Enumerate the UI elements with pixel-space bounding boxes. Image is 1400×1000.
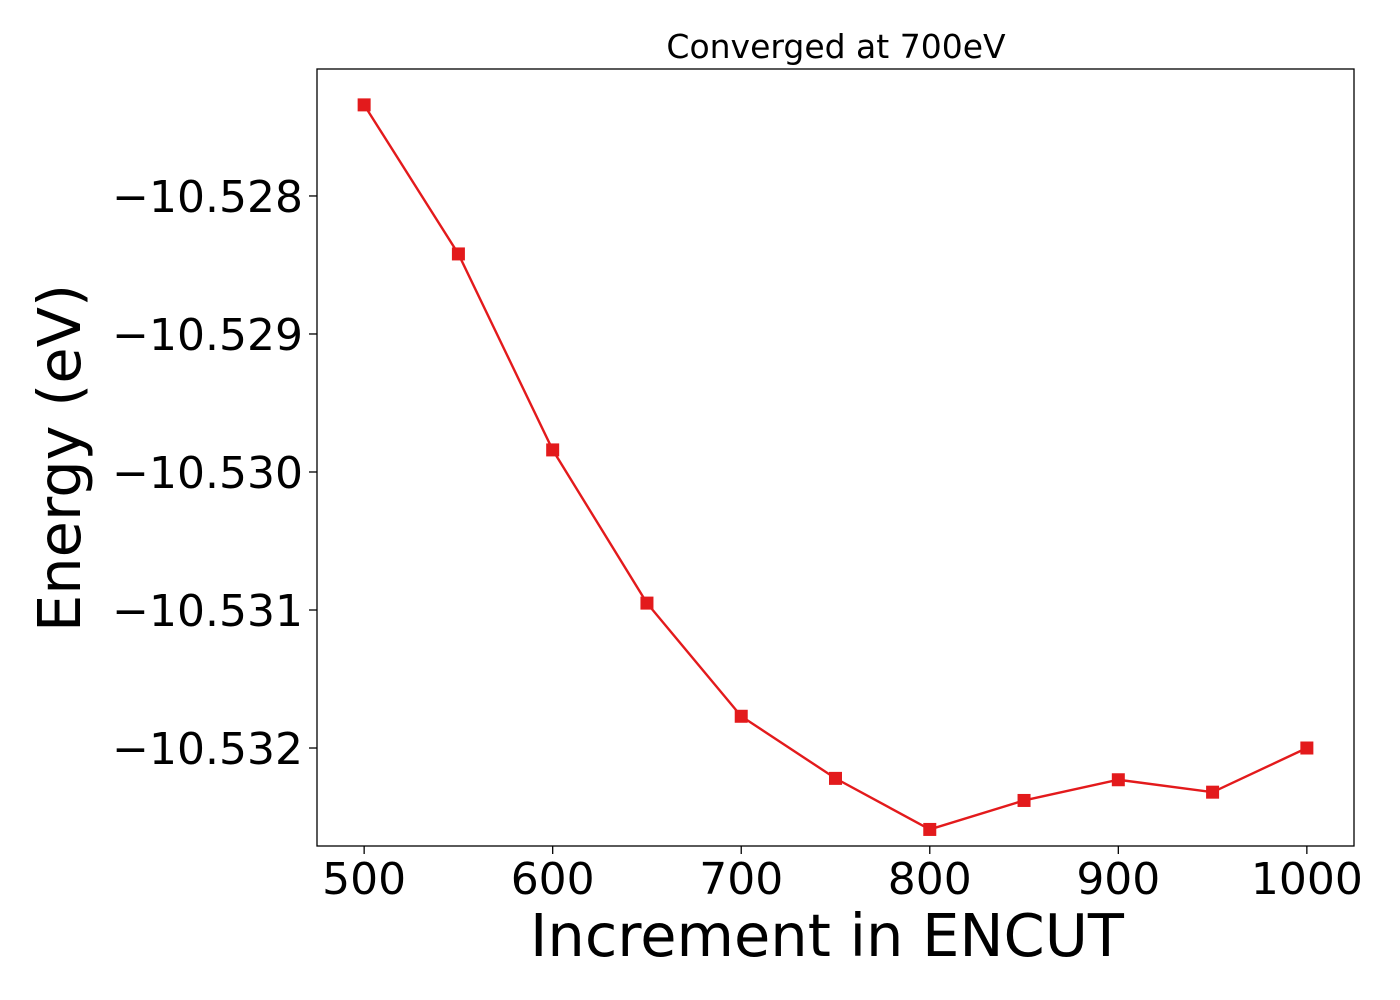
data-point-marker <box>923 822 937 836</box>
x-tick-label: 600 <box>511 854 595 905</box>
data-point-marker <box>451 247 465 261</box>
x-axis-label: Increment in ENCUT <box>530 901 1125 970</box>
x-tick-label: 700 <box>699 854 783 905</box>
x-tick-label: 900 <box>1076 854 1160 905</box>
data-point-marker <box>546 443 560 457</box>
y-tick-label: −10.528 <box>112 172 303 223</box>
series-layer <box>357 98 1314 836</box>
series-line <box>363 104 1308 831</box>
data-point-marker <box>357 98 371 112</box>
y-tick-label: −10.530 <box>112 448 303 499</box>
y-tick-label: −10.529 <box>112 310 303 361</box>
x-axis: 500 600 700 800 900 1000 <box>322 846 1363 905</box>
data-point-marker <box>640 596 654 610</box>
y-tick-label: −10.531 <box>112 586 303 637</box>
data-point-marker <box>1017 793 1031 807</box>
y-axis: −10.528 −10.529 −10.530 −10.531 −10.532 <box>112 172 317 775</box>
data-point-marker <box>829 771 842 785</box>
x-tick-label: 500 <box>322 854 406 905</box>
y-axis-label: Energy (eV) <box>25 284 94 632</box>
data-point-marker <box>734 709 748 723</box>
plot-area-frame <box>316 68 1355 847</box>
data-point-marker <box>1111 773 1125 787</box>
data-point-marker <box>1300 741 1314 755</box>
y-tick-label: −10.532 <box>112 724 303 775</box>
x-tick-label: 800 <box>888 854 972 905</box>
x-tick-label: 1000 <box>1251 854 1363 905</box>
chart-title: Converged at 700eV <box>666 27 1006 66</box>
data-point-marker <box>1206 785 1220 799</box>
